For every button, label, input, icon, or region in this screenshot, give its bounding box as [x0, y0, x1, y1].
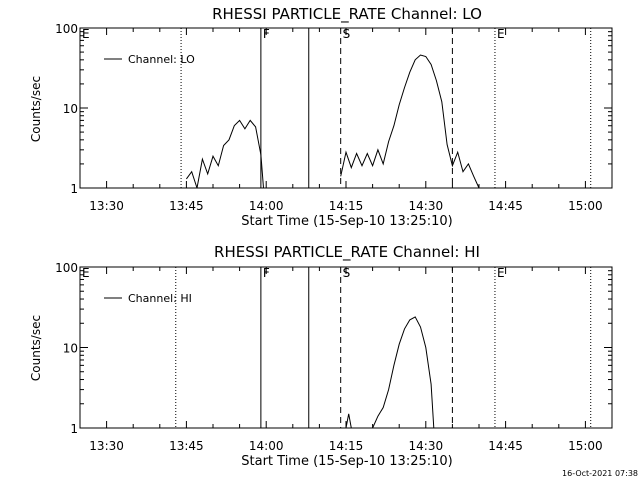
x-tick-label: 13:30 [89, 439, 124, 453]
y-axis-label: Counts/sec [29, 76, 43, 142]
x-tick-label: 14:00 [249, 439, 284, 453]
x-tick-label: 15:00 [568, 439, 603, 453]
series-line [340, 54, 480, 189]
chart-panel-lo: RHESSI PARTICLE_RATE Channel: LO Start T… [29, 5, 613, 229]
x-tick-label: 14:45 [488, 439, 523, 453]
marker-label: E [82, 266, 90, 280]
x-tick-label: 15:00 [568, 199, 603, 213]
marker-label: E [82, 27, 90, 41]
series-line [372, 316, 435, 429]
x-tick-label: 13:30 [89, 199, 124, 213]
x-tick-label: 14:45 [488, 199, 523, 213]
marker-label: F [263, 266, 270, 280]
marker-label: E [497, 27, 505, 41]
y-tick-label: 100 [55, 22, 78, 36]
y-tick-label: 1 [70, 422, 78, 436]
x-tick-label: 13:45 [169, 199, 204, 213]
x-tick-label: 14:15 [329, 199, 364, 213]
x-tick-label: 14:30 [409, 199, 444, 213]
x-axis-label: Start Time (15-Sep-10 13:25:10) [241, 454, 452, 469]
marker-label: E [497, 266, 505, 280]
footer-timestamp: 16-Oct-2021 07:38 [562, 469, 638, 478]
marker-label: S [343, 27, 351, 41]
x-tick-label: 14:00 [249, 199, 284, 213]
chart-title: RHESSI PARTICLE_RATE Channel: LO [212, 5, 482, 24]
x-axis-label: Start Time (15-Sep-10 13:25:10) [241, 214, 452, 229]
marker-label: S [343, 266, 351, 280]
y-tick-label: 10 [63, 342, 78, 356]
series-line [185, 119, 264, 189]
marker-label: F [263, 27, 270, 41]
x-tick-label: 13:45 [169, 439, 204, 453]
x-tick-label: 14:15 [329, 439, 364, 453]
y-tick-label: 10 [63, 102, 78, 116]
series-line [345, 413, 352, 429]
plot-frame [79, 27, 613, 189]
chart-title: RHESSI PARTICLE_RATE Channel: HI [214, 243, 480, 262]
legend-label: Channel: LO [128, 53, 195, 66]
y-tick-label: 100 [55, 261, 78, 275]
chart-panel-hi: RHESSI PARTICLE_RATE Channel: HI Start T… [29, 243, 613, 469]
y-tick-label: 1 [70, 182, 78, 196]
y-axis-label: Counts/sec [29, 315, 43, 381]
x-tick-label: 14:30 [409, 439, 444, 453]
legend-label: Channel: HI [128, 292, 192, 305]
